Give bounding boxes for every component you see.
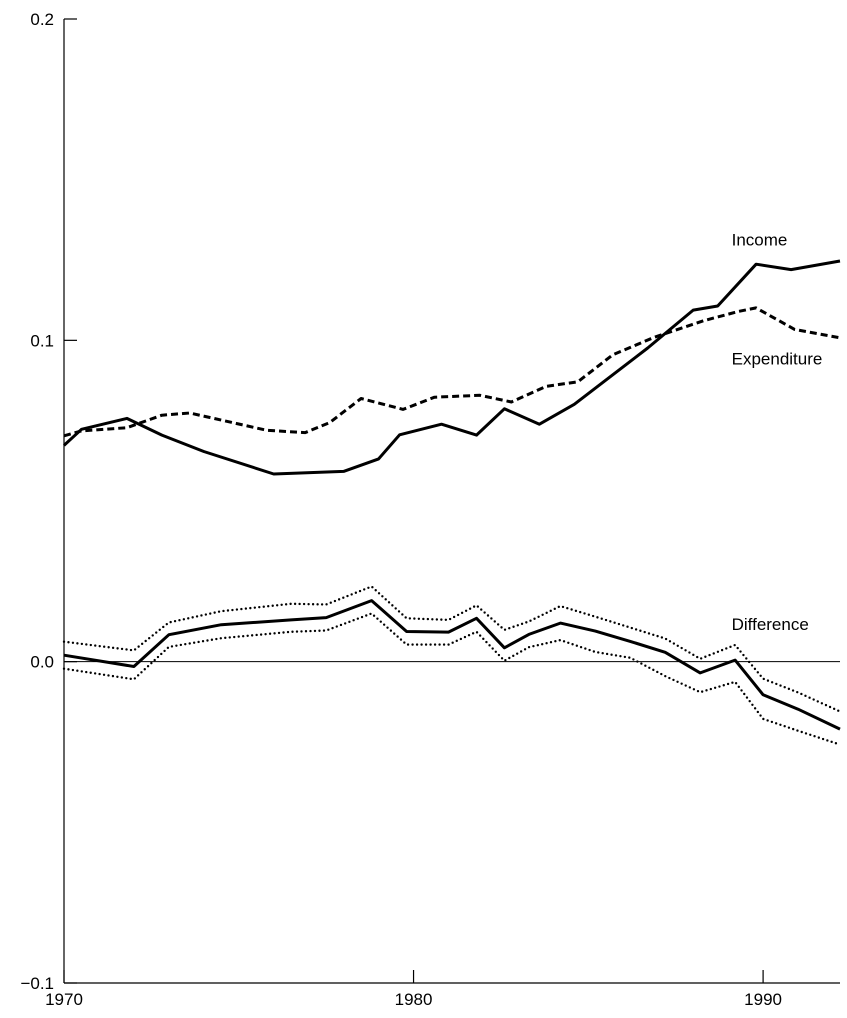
y-tick-label: 0.2 — [30, 10, 54, 29]
x-tick-label: 1970 — [45, 990, 83, 1009]
x-tick-label: 1990 — [744, 990, 782, 1009]
series-line-difference-lower-band — [62, 612, 842, 746]
x-tick-label: 1980 — [395, 990, 433, 1009]
series-label-expenditure: Expenditure — [732, 349, 823, 368]
y-tick-label: −0.1 — [20, 974, 54, 993]
series-line-difference-upper-band — [62, 585, 842, 713]
series-label-difference: Difference — [732, 615, 809, 634]
y-tick-label: 0.1 — [30, 331, 54, 350]
series-line-difference — [63, 599, 841, 731]
series-line-income — [62, 259, 841, 476]
series-label-income: Income — [732, 231, 788, 250]
series-lines — [62, 259, 842, 746]
y-tick-label: 0.0 — [30, 653, 54, 672]
axes: −0.1 0.0 0.1 0.2 1970 1980 1990 — [20, 10, 840, 1009]
series-line-expenditure — [63, 306, 841, 438]
series-labels: Income Expenditure Difference — [732, 231, 823, 635]
